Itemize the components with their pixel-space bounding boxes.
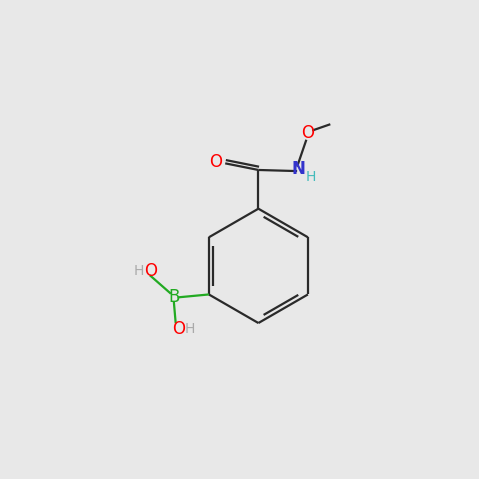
Text: O: O	[172, 320, 185, 338]
Text: N: N	[291, 160, 305, 178]
Text: H: H	[134, 264, 144, 278]
Text: O: O	[209, 153, 222, 171]
Text: O: O	[144, 262, 157, 280]
Text: B: B	[168, 288, 180, 307]
Text: H: H	[306, 170, 316, 184]
Text: O: O	[301, 125, 314, 142]
Text: H: H	[184, 322, 195, 336]
